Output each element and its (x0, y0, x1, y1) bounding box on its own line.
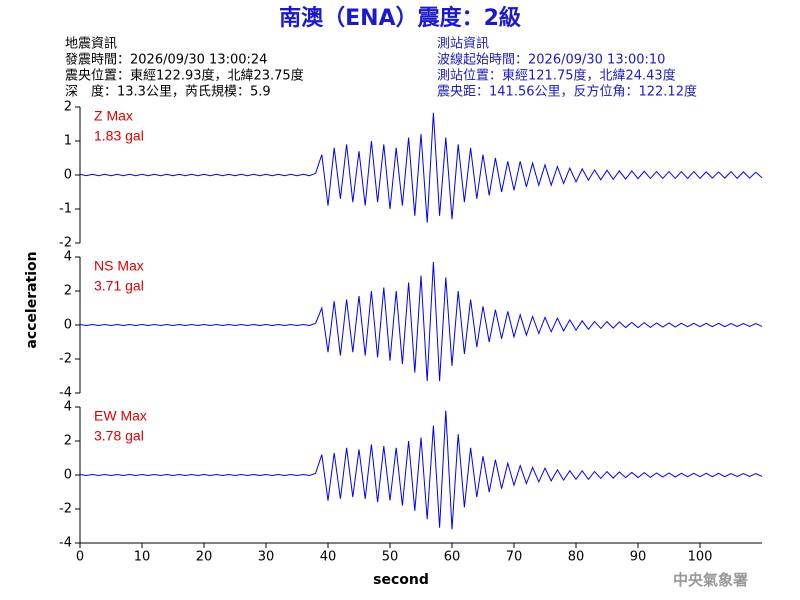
y-tick-label: -1 (59, 202, 72, 217)
x-tick-label: 20 (196, 550, 213, 565)
y-tick-label: -4 (59, 386, 72, 401)
x-tick-label: 100 (688, 550, 713, 565)
x-tick-label: 50 (382, 550, 399, 565)
x-tick-label: 60 (444, 550, 461, 565)
x-tick-label: 70 (506, 550, 523, 565)
chart-title: 南澳（ENA）震度：2級 (279, 5, 521, 31)
y-tick-label: 0 (64, 468, 72, 483)
y-tick-label: 4 (64, 250, 72, 265)
panel-label: Z Max (94, 108, 133, 124)
waveform (79, 410, 763, 530)
footer: 中央氣象署 (673, 571, 748, 589)
max-label: 1.83 gal (94, 128, 144, 144)
y-tick-label: 1 (64, 134, 72, 149)
header-left: 震央位置：東經122.93度，北緯23.75度 (65, 68, 304, 84)
y-tick-label: 2 (64, 434, 72, 449)
panel-label: NS Max (94, 258, 144, 274)
y-tick-label: 2 (64, 284, 72, 299)
header-left: 發震時間：2026/09/30 13:00:24 (65, 53, 267, 68)
waveform (79, 112, 763, 223)
waveform (79, 261, 763, 382)
header-right: 測站位置：東經121.75度，北緯24.43度 (437, 68, 676, 84)
header-right: 測站資訊 (437, 37, 489, 52)
y-tick-label: -2 (59, 352, 72, 367)
y-tick-label: -2 (59, 502, 72, 517)
max-label: 3.71 gal (94, 278, 144, 294)
panel-label: EW Max (94, 408, 147, 424)
header-left: 深 度：13.3公里，芮氏規模：5.9 (65, 84, 271, 100)
x-tick-label: 0 (76, 550, 84, 565)
x-tick-label: 40 (320, 550, 337, 565)
x-tick-label: 10 (134, 550, 151, 565)
y-tick-label: -2 (59, 236, 72, 251)
max-label: 3.78 gal (94, 428, 144, 444)
y-tick-label: 0 (64, 318, 72, 333)
y-tick-label: 0 (64, 168, 72, 183)
header-right: 波線起始時間：2026/09/30 13:00:10 (437, 52, 665, 68)
x-tick-label: 80 (568, 550, 585, 565)
y-tick-label: -4 (59, 536, 72, 551)
x-axis-label: second (373, 572, 429, 588)
y-tick-label: 4 (64, 400, 72, 415)
x-tick-label: 90 (630, 550, 647, 565)
header-right: 震央距：141.56公里，反方位角：122.12度 (437, 84, 697, 100)
y-tick-label: 2 (64, 100, 72, 115)
x-tick-label: 30 (258, 550, 275, 565)
header-left: 地震資訊 (65, 37, 117, 52)
y-axis-label: acceleration (24, 251, 40, 348)
